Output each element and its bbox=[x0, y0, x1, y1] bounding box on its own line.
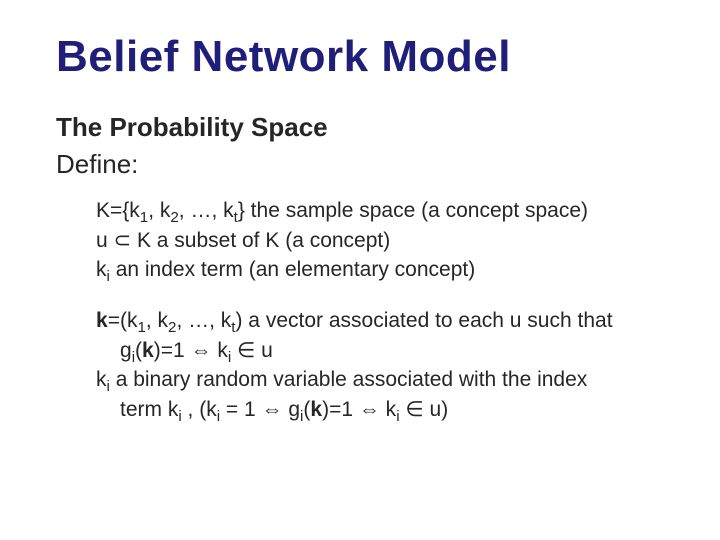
bold-k: k bbox=[142, 339, 154, 362]
text: K={k bbox=[96, 199, 140, 222]
subhead-define: Define: bbox=[56, 147, 672, 182]
def-u: u ⊂ K a subset of K (a concept) bbox=[96, 226, 672, 255]
subhead-probability-space: The Probability Space bbox=[56, 110, 672, 145]
bold-k: k bbox=[96, 309, 108, 332]
text: =(k bbox=[108, 309, 138, 332]
slide: Belief Network Model The Probability Spa… bbox=[0, 0, 720, 540]
subscript: 2 bbox=[170, 209, 178, 226]
text: )=1 ⇔ k bbox=[154, 339, 228, 362]
text: term k bbox=[120, 398, 178, 421]
text: } the sample space (a concept space) bbox=[238, 199, 588, 222]
text: = 1 ⇔ g bbox=[220, 398, 300, 421]
slide-title: Belief Network Model bbox=[56, 32, 672, 82]
text: , …, k bbox=[176, 309, 231, 332]
text: a binary random variable associated with… bbox=[110, 368, 587, 391]
definition-block-1: K={k1, k2, …, kt} the sample space (a co… bbox=[96, 196, 672, 284]
subscript: 1 bbox=[137, 320, 145, 337]
text: , (k bbox=[182, 398, 217, 421]
bold-k: k bbox=[310, 398, 322, 421]
def-gi: gi(k)=1 ⇔ ki ∈ u bbox=[96, 336, 672, 365]
text: , k bbox=[148, 199, 170, 222]
text: g bbox=[120, 339, 132, 362]
text: an index term (an elementary concept) bbox=[110, 258, 475, 281]
text: , …, k bbox=[179, 199, 234, 222]
text: , k bbox=[146, 309, 168, 332]
text: k bbox=[96, 258, 107, 281]
subscript: 1 bbox=[140, 209, 148, 226]
text: ( bbox=[135, 339, 142, 362]
text: k bbox=[96, 368, 107, 391]
text: ) a vector associated to each u such tha… bbox=[235, 309, 612, 332]
text: )=1 ⇔ k bbox=[322, 398, 396, 421]
text: ∈ u bbox=[231, 339, 273, 362]
def-ki-rv-cont: term ki , (ki = 1 ⇔ gi(k)=1 ⇔ ki ∈ u) bbox=[96, 395, 672, 424]
def-ki: ki an index term (an elementary concept) bbox=[96, 255, 672, 284]
def-K: K={k1, k2, …, kt} the sample space (a co… bbox=[96, 196, 672, 225]
text: ∈ u) bbox=[400, 398, 449, 421]
definition-block-2: k=(k1, k2, …, kt) a vector associated to… bbox=[96, 306, 672, 424]
def-ki-rv: ki a binary random variable associated w… bbox=[96, 365, 672, 394]
def-k-vector: k=(k1, k2, …, kt) a vector associated to… bbox=[96, 306, 672, 335]
